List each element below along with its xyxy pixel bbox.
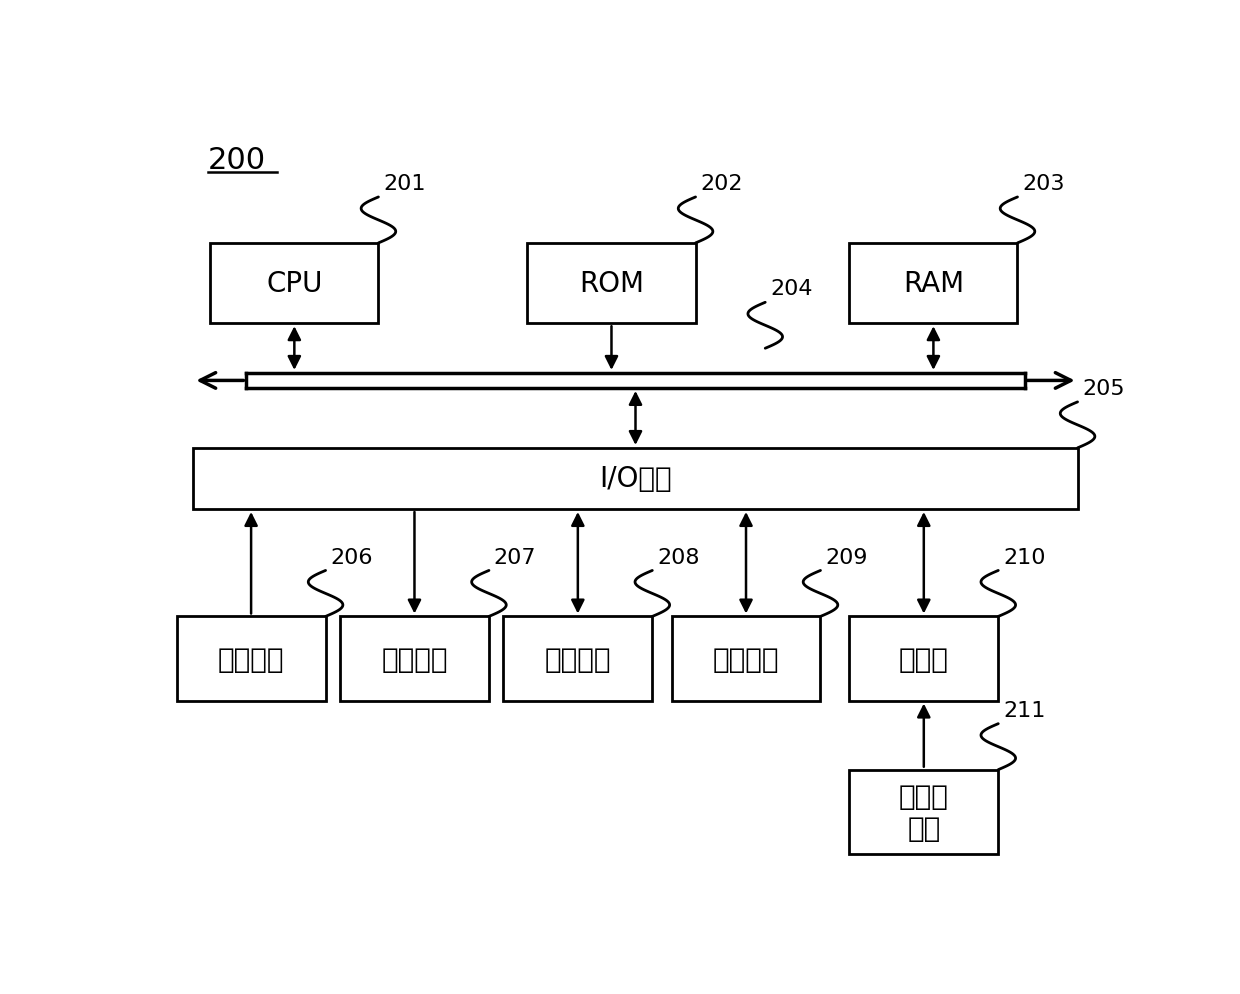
Text: CPU: CPU (267, 269, 322, 298)
Bar (503, 616, 652, 701)
Bar (193, 448, 1078, 510)
Text: 通信部分: 通信部分 (713, 645, 779, 673)
Text: 201: 201 (383, 174, 425, 194)
Bar (849, 616, 998, 701)
Text: RAM: RAM (903, 269, 963, 298)
Text: 200: 200 (208, 146, 267, 175)
Bar (849, 769, 998, 854)
Bar (176, 616, 326, 701)
Text: 输入部分: 输入部分 (218, 645, 284, 673)
Text: 209: 209 (826, 547, 868, 567)
Bar (211, 244, 378, 324)
Text: I/O接口: I/O接口 (599, 465, 672, 493)
Text: 206: 206 (330, 547, 373, 567)
Text: ROM: ROM (579, 269, 644, 298)
Text: 207: 207 (494, 547, 536, 567)
Text: 202: 202 (701, 174, 743, 194)
Bar (340, 616, 489, 701)
Text: 205: 205 (1083, 379, 1125, 399)
Text: 211: 211 (1003, 700, 1045, 720)
Text: 输出部分: 输出部分 (381, 645, 448, 673)
Text: 204: 204 (770, 279, 812, 299)
Text: 210: 210 (1003, 547, 1045, 567)
Text: 储存部分: 储存部分 (544, 645, 611, 673)
Text: 驱动器: 驱动器 (899, 645, 949, 673)
Text: 可拆卸
介质: 可拆卸 介质 (899, 781, 949, 842)
Bar (849, 244, 1018, 324)
Text: 208: 208 (657, 547, 699, 567)
Bar (527, 244, 696, 324)
Bar (672, 616, 821, 701)
Text: 203: 203 (1022, 174, 1065, 194)
